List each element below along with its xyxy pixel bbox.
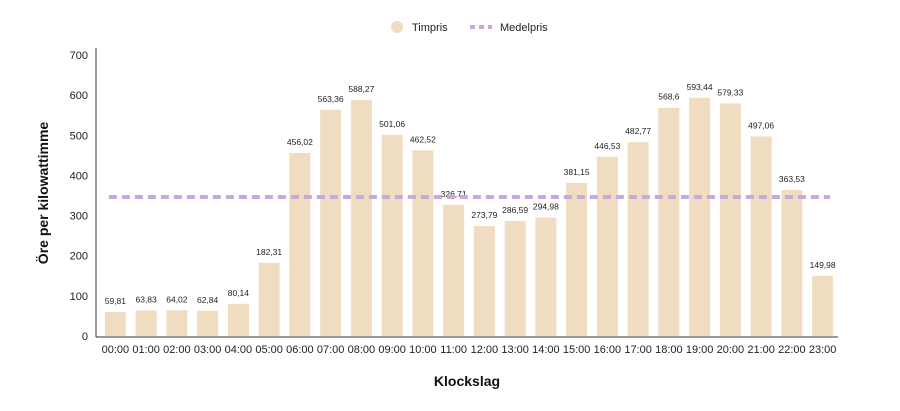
- y-tick-label: 300: [70, 211, 88, 223]
- bar-value-label: 579,33: [717, 87, 743, 97]
- bar-value-label: 497,06: [748, 120, 774, 130]
- bar: [289, 152, 311, 336]
- bar-value-label: 80,14: [228, 288, 250, 298]
- bar: [350, 99, 372, 336]
- bar-value-label: 363,53: [779, 174, 805, 184]
- bar-value-label: 568,6: [658, 92, 680, 102]
- bar-value-label: 273,79: [471, 210, 497, 220]
- bar: [750, 136, 772, 336]
- bar: [412, 150, 434, 336]
- bar: [535, 217, 557, 336]
- bar-value-label: 588,27: [348, 84, 374, 94]
- bar: [381, 134, 403, 336]
- x-tick-label: 03:00: [194, 344, 222, 356]
- bar-value-label: 294,98: [533, 202, 559, 212]
- bar: [781, 190, 803, 336]
- y-tick-label: 700: [70, 50, 88, 62]
- bar: [197, 310, 219, 336]
- x-tick-label: 02:00: [163, 344, 191, 356]
- bar: [566, 182, 588, 336]
- bar-value-label: 446,53: [594, 141, 620, 151]
- bar: [104, 311, 126, 336]
- bar-value-label: 59,81: [105, 296, 127, 306]
- legend: Timpris Medelpris: [391, 21, 548, 34]
- x-tick-label: 09:00: [378, 344, 406, 356]
- bar-value-label: 64,02: [166, 294, 188, 304]
- legend-label-medelpris: Medelpris: [500, 22, 548, 34]
- x-tick-label: 20:00: [717, 344, 745, 356]
- x-tick-label: 18:00: [655, 344, 683, 356]
- x-tick-label: 05:00: [255, 344, 283, 356]
- x-tick-label: 14:00: [532, 344, 560, 356]
- bar-value-label: 286,59: [502, 205, 528, 215]
- bar: [320, 109, 342, 336]
- x-tick-label: 22:00: [778, 344, 806, 356]
- x-tick-label: 06:00: [286, 344, 314, 356]
- y-ticks: 0 100 200 300 400 500 600 700: [70, 50, 88, 343]
- x-tick-label: 08:00: [348, 344, 376, 356]
- bar-value-label: 62,84: [197, 295, 219, 305]
- y-tick-label: 500: [70, 130, 88, 142]
- x-tick-label: 23:00: [809, 344, 837, 356]
- x-tick-label: 21:00: [747, 344, 775, 356]
- x-tick-label: 07:00: [317, 344, 345, 356]
- y-tick-label: 200: [70, 251, 88, 263]
- bar-value-label: 149,98: [810, 260, 836, 270]
- bar: [258, 262, 280, 336]
- x-tick-label: 11:00: [440, 344, 467, 356]
- bar: [689, 97, 711, 336]
- x-tick-label: 01:00: [132, 344, 160, 356]
- bar: [719, 103, 741, 336]
- bar-value-label: 326,71: [441, 189, 467, 199]
- legend-label-timpris: Timpris: [412, 22, 448, 34]
- bar-value-label: 593,44: [687, 82, 713, 92]
- bar: [443, 204, 465, 336]
- y-tick-label: 400: [70, 170, 88, 182]
- x-tick-label: 15:00: [563, 344, 591, 356]
- x-tick-label: 17:00: [624, 344, 652, 356]
- bar-value-label: 501,06: [379, 119, 405, 129]
- y-tick-label: 0: [82, 331, 88, 343]
- bar-value-label: 182,31: [256, 247, 282, 257]
- x-tick-label: 19:00: [686, 344, 714, 356]
- bar: [166, 310, 188, 336]
- x-tick-label: 04:00: [225, 344, 253, 356]
- y-tick-label: 100: [70, 291, 88, 303]
- x-tick-label: 10:00: [409, 344, 437, 356]
- bar: [658, 107, 680, 336]
- bar-value-label: 563,36: [318, 94, 344, 104]
- bar: [473, 226, 495, 336]
- bar-value-label: 63,83: [135, 294, 157, 304]
- bar: [627, 142, 649, 336]
- x-tick-label: 12:00: [471, 344, 499, 356]
- bar-labels: 59,81 63,83 64,02 62,84 80,14 182,31 456,02 563…: [105, 82, 836, 306]
- y-axis-title: Öre per kilowattimme: [35, 122, 51, 265]
- bar: [812, 275, 834, 336]
- bar-value-label: 456,02: [287, 137, 313, 147]
- legend-marker-timpris: [391, 21, 403, 33]
- y-tick-label: 600: [70, 90, 88, 102]
- x-ticks: 00:00 01:00 02:00 03:00 04:00 05:00 06:00 07:00…: [102, 344, 837, 356]
- bar: [135, 310, 157, 336]
- x-tick-label: 00:00: [102, 344, 130, 356]
- bar-value-label: 482,77: [625, 126, 651, 136]
- bar: [504, 220, 526, 336]
- x-axis-title: Klockslag: [434, 373, 500, 389]
- x-tick-label: 16:00: [594, 344, 622, 356]
- x-tick-label: 13:00: [501, 344, 529, 356]
- bar: [596, 156, 618, 336]
- bar-value-label: 381,15: [564, 167, 590, 177]
- bar-value-label: 462,52: [410, 134, 436, 144]
- bar: [227, 303, 249, 336]
